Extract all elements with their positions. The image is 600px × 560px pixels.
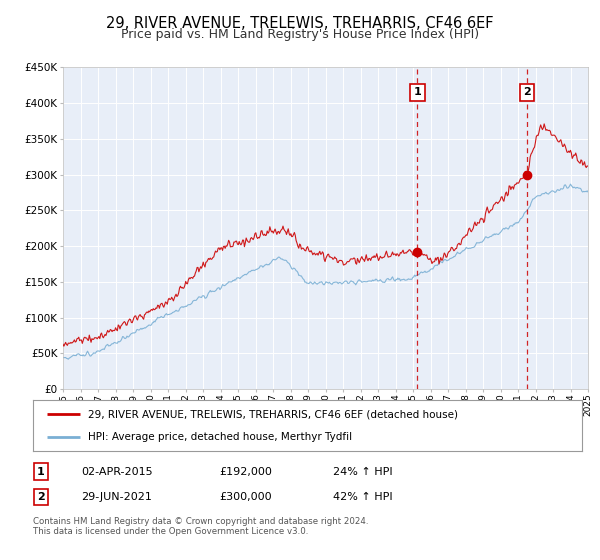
Text: 29-JUN-2021: 29-JUN-2021 [81, 492, 152, 502]
Text: 1: 1 [37, 466, 44, 477]
Text: 2: 2 [37, 492, 44, 502]
Text: Price paid vs. HM Land Registry's House Price Index (HPI): Price paid vs. HM Land Registry's House … [121, 28, 479, 41]
Text: 29, RIVER AVENUE, TRELEWIS, TREHARRIS, CF46 6EF (detached house): 29, RIVER AVENUE, TRELEWIS, TREHARRIS, C… [88, 409, 458, 419]
Text: Contains HM Land Registry data © Crown copyright and database right 2024.: Contains HM Land Registry data © Crown c… [33, 517, 368, 526]
Text: This data is licensed under the Open Government Licence v3.0.: This data is licensed under the Open Gov… [33, 528, 308, 536]
Text: 29, RIVER AVENUE, TRELEWIS, TREHARRIS, CF46 6EF: 29, RIVER AVENUE, TRELEWIS, TREHARRIS, C… [106, 16, 494, 31]
Text: 1: 1 [413, 87, 421, 97]
Text: 24% ↑ HPI: 24% ↑ HPI [333, 466, 392, 477]
Text: 02-APR-2015: 02-APR-2015 [81, 466, 152, 477]
Text: £192,000: £192,000 [219, 466, 272, 477]
Text: £300,000: £300,000 [219, 492, 272, 502]
Text: 2: 2 [523, 87, 530, 97]
Text: 42% ↑ HPI: 42% ↑ HPI [333, 492, 392, 502]
Text: HPI: Average price, detached house, Merthyr Tydfil: HPI: Average price, detached house, Mert… [88, 432, 352, 442]
